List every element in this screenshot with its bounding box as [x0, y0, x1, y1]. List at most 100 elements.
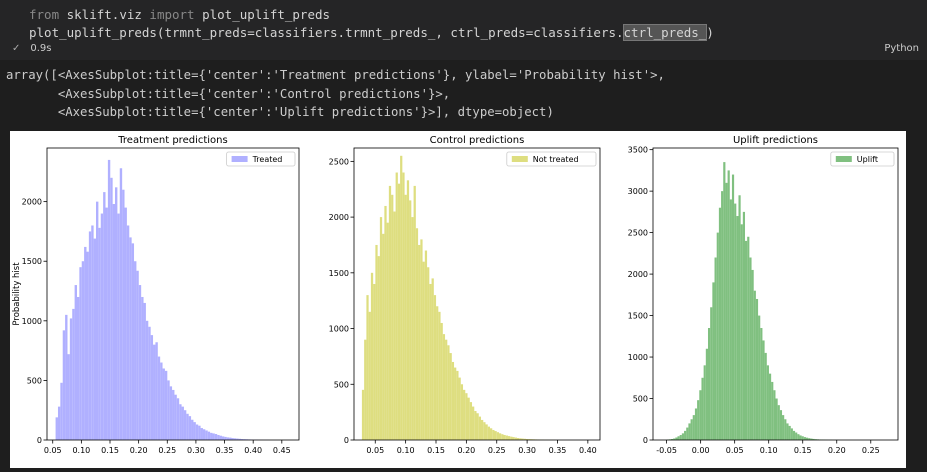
histogram-bar — [490, 428, 492, 440]
histogram-bar — [704, 365, 706, 440]
histogram-bar — [728, 170, 730, 440]
histogram-bar — [129, 237, 131, 440]
histogram-bar — [730, 199, 732, 440]
language-indicator[interactable]: Python — [884, 43, 919, 54]
histogram-bar — [682, 433, 684, 440]
histogram-bar — [691, 419, 693, 440]
histogram-bar — [191, 420, 193, 440]
histogram-bar — [762, 340, 764, 440]
histogram-bar — [382, 234, 384, 440]
histogram-bar — [717, 233, 719, 440]
histogram-bar — [686, 428, 688, 440]
histogram-bar — [721, 191, 723, 440]
histogram-bar — [110, 178, 112, 440]
histogram-bar — [769, 374, 771, 440]
histogram-bar — [108, 160, 110, 440]
x-tick-label: 0.15 — [427, 446, 445, 455]
legend-label: Treated — [252, 155, 283, 164]
histogram-bar — [378, 256, 380, 440]
histogram-bar — [373, 284, 375, 440]
histogram-bar — [420, 239, 422, 440]
histogram-bar — [771, 382, 773, 440]
histogram-bar — [708, 328, 710, 440]
histogram-bar — [797, 434, 799, 440]
code-keyword-from: from — [29, 7, 59, 22]
histogram-bar — [77, 297, 79, 440]
histogram-bar — [732, 175, 734, 440]
histogram-bar — [407, 180, 409, 440]
notebook-code-cell[interactable]: from sklift.viz import plot_uplift_preds… — [0, 0, 927, 60]
histogram-bar — [380, 217, 382, 440]
histogram-bar — [743, 212, 745, 440]
histogram-bar — [780, 410, 782, 440]
y-tick-label: 3500 — [628, 146, 648, 155]
histogram-bar — [782, 415, 784, 440]
code-editor[interactable]: from sklift.viz import plot_uplift_preds… — [29, 6, 714, 42]
cell-status: ✓0.9s — [12, 43, 52, 54]
y-tick-label: 1500 — [329, 269, 349, 278]
x-tick-label: 0.40 — [579, 446, 597, 455]
output-line-3: <AxesSubplot:title={'center':'Uplift pre… — [6, 105, 554, 119]
histogram-bar — [506, 436, 508, 440]
histogram-bar — [393, 212, 395, 440]
histogram-bar — [167, 380, 169, 440]
histogram-bar — [425, 251, 427, 440]
histogram-bar — [60, 383, 62, 440]
histogram-bar — [56, 417, 58, 440]
histogram-bar — [710, 307, 712, 440]
x-tick-label: 0.35 — [549, 446, 567, 455]
histogram-bar — [804, 437, 806, 440]
histogram-bar — [745, 241, 747, 440]
histogram-bar — [184, 410, 186, 440]
histogram-bar — [450, 353, 452, 440]
x-tick-label: -0.05 — [656, 446, 677, 455]
histogram-bar — [773, 390, 775, 440]
histogram-bar — [497, 432, 499, 440]
legend-label: Uplift — [857, 155, 878, 164]
histogram-bar — [402, 173, 404, 440]
y-tick-label: 0 — [344, 436, 349, 445]
histogram-bar — [82, 261, 84, 440]
histogram-bar — [409, 200, 411, 440]
histogram-bar — [795, 433, 797, 440]
histogram-bar — [127, 225, 129, 440]
histogram-bar — [89, 231, 91, 440]
histogram-bar — [375, 245, 377, 440]
exec-time: 0.9s — [30, 43, 51, 54]
histogram-bar — [749, 258, 751, 441]
x-tick-label: 0.45 — [273, 446, 291, 455]
x-tick-label: 0.30 — [187, 446, 205, 455]
histogram-bar — [91, 225, 93, 440]
histogram-bar — [793, 431, 795, 440]
y-tick-label: 1000 — [22, 317, 42, 326]
histogram-bar — [494, 431, 496, 440]
histogram-bar — [501, 434, 503, 440]
histogram-bar — [510, 437, 512, 440]
code-selection-highlight: ctrl_preds_ — [624, 25, 707, 40]
histogram-bar — [784, 419, 786, 440]
histogram-bar — [193, 422, 195, 440]
x-tick-label: 0.30 — [518, 446, 536, 455]
histogram-bar — [465, 393, 467, 440]
histogram-bar — [70, 318, 72, 440]
histogram-bar — [177, 398, 179, 440]
histogram-bar — [203, 429, 205, 440]
x-tick-label: 0.15 — [101, 446, 119, 455]
histogram-bar — [512, 437, 514, 440]
histogram-bar — [220, 436, 222, 440]
histogram-bar — [418, 245, 420, 440]
histogram-bar — [163, 368, 165, 440]
histogram-bar — [174, 395, 176, 440]
histogram-bar — [369, 312, 371, 440]
histogram-bar — [362, 390, 364, 440]
histogram-bar — [470, 402, 472, 440]
x-tick-label: 0.15 — [794, 446, 812, 455]
histogram-bar — [765, 353, 767, 440]
histogram-bar — [141, 297, 143, 440]
histogram-bar — [212, 433, 214, 440]
histogram-bar — [756, 299, 758, 440]
histogram-bar — [186, 414, 188, 440]
histogram-bar — [678, 436, 680, 440]
